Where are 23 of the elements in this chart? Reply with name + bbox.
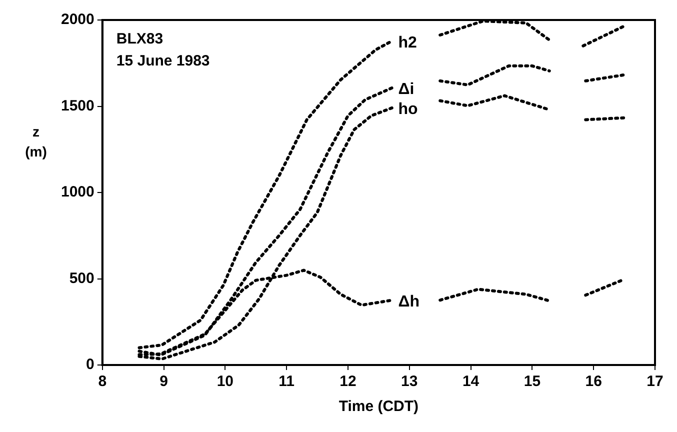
x-tick-label: 8 (98, 373, 107, 390)
x-tick-label: 10 (216, 373, 234, 390)
y-tick-label: 1500 (60, 97, 94, 114)
annotation: BLX83 (116, 30, 164, 48)
series-label: h2 (398, 34, 417, 52)
x-tick-label: 16 (585, 373, 602, 390)
y-tick-label: 1000 (60, 184, 94, 201)
x-tick-label: 13 (401, 373, 418, 390)
x-tick-label: 15 (524, 373, 541, 390)
y-tick-label: 2000 (60, 11, 94, 28)
y-tick-label: 500 (69, 270, 94, 287)
x-tick-label: 17 (646, 373, 664, 390)
annotation: 15 June 1983 (116, 52, 210, 70)
y-tick-label: 0 (86, 356, 94, 374)
series-label: Δh (398, 294, 420, 311)
series-label: ho (398, 101, 418, 118)
x-axis-title: Time (CDT) (338, 398, 419, 416)
x-tick-label: 11 (278, 373, 295, 390)
x-tick-label: 12 (340, 373, 356, 390)
series-label: Δi (398, 81, 414, 98)
x-tick-label: 14 (462, 373, 480, 390)
y-axis-title: z (m) (25, 123, 47, 160)
x-tick-label: 9 (160, 373, 168, 390)
